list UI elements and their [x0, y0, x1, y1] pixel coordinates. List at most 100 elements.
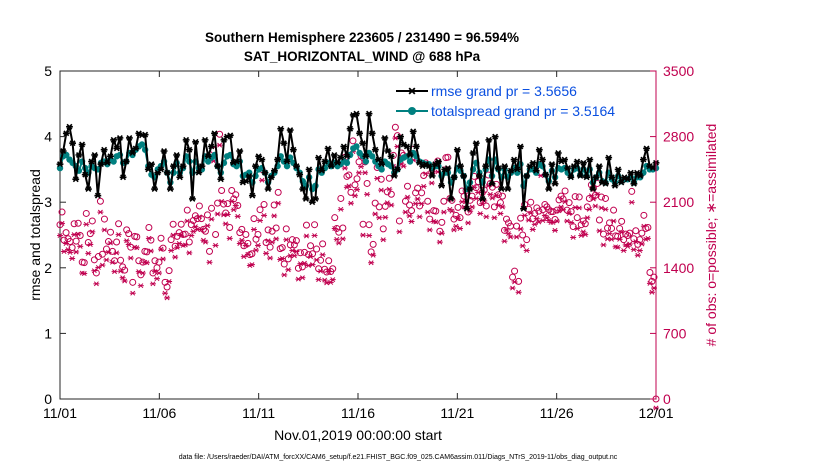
obs-assimilated-marker: [137, 283, 144, 289]
obs-possible-marker: [177, 220, 185, 228]
obs-assimilated-marker: [218, 198, 225, 204]
rmse-marker: [630, 180, 638, 187]
obs-assimilated-marker: [254, 242, 261, 248]
obs-assimilated-marker: [172, 254, 179, 260]
rmse-marker: [636, 172, 644, 179]
obs-possible-marker: [72, 237, 80, 245]
rmse-marker: [375, 156, 382, 163]
obs-assimilated-marker: [109, 259, 116, 265]
rmse-marker: [337, 154, 345, 161]
obs-possible-marker: [88, 217, 96, 225]
obs-assimilated-marker: [646, 280, 653, 286]
obs-assimilated-marker: [372, 211, 379, 217]
obs-possible-marker: [567, 208, 575, 216]
obs-possible-marker: [569, 223, 577, 231]
rmse-marker: [545, 186, 553, 193]
obs-assimilated-marker: [271, 213, 278, 219]
totalspread-marker: [283, 162, 291, 170]
obs-possible-marker: [577, 221, 585, 229]
obs-assimilated-marker: [345, 183, 352, 189]
rmse-marker: [151, 186, 159, 193]
obs-assimilated-marker: [307, 254, 314, 260]
obs-assimilated-marker: [208, 216, 215, 222]
obs-assimilated-marker: [380, 237, 387, 243]
obs-assimilated-marker: [311, 233, 318, 239]
obs-assimilated-marker: [584, 215, 591, 221]
obs-assimilated-marker: [473, 196, 480, 202]
rmse-marker: [617, 179, 625, 186]
obs-assimilated-marker: [562, 199, 569, 205]
obs-assimilated-marker: [438, 230, 445, 236]
obs-assimilated-marker: [402, 209, 409, 215]
obs-possible-marker: [212, 231, 220, 239]
obs-assimilated-marker: [590, 196, 597, 202]
obs-assimilated-marker: [497, 211, 504, 217]
obs-possible-marker: [527, 198, 535, 206]
rmse-marker: [602, 180, 609, 187]
obs-assimilated-marker: [501, 238, 508, 244]
obs-possible-marker: [638, 229, 646, 237]
obs-assimilated-marker: [509, 285, 516, 291]
obs-assimilated-marker: [388, 202, 395, 208]
obs-possible-marker: [343, 172, 351, 180]
obs-assimilated-marker: [469, 204, 476, 210]
obs-assimilated-marker: [103, 257, 110, 263]
obs-assimilated-marker: [230, 207, 237, 213]
rmse-marker: [397, 133, 404, 140]
obs-assimilated-marker: [640, 223, 647, 229]
obs-assimilated-marker: [75, 231, 82, 237]
obs-assimilated-marker: [527, 210, 534, 216]
rmse-marker: [457, 163, 464, 170]
rmse-marker: [425, 163, 433, 170]
obs-possible-marker: [632, 227, 640, 235]
obs-possible-marker: [244, 239, 252, 247]
obs-possible-marker: [498, 192, 506, 200]
obs-assimilated-marker: [67, 249, 74, 255]
obs-possible-marker: [438, 218, 446, 226]
rmse-marker: [66, 123, 73, 130]
obs-assimilated-marker: [99, 262, 106, 268]
rmse-marker: [428, 172, 436, 179]
obs-assimilated-marker: [240, 254, 247, 260]
rmse-marker: [302, 195, 310, 202]
obs-possible-marker: [185, 238, 193, 246]
rmse-marker: [639, 156, 647, 163]
rmse-marker: [542, 171, 550, 178]
obs-possible-marker: [183, 206, 191, 214]
obs-possible-marker: [82, 209, 90, 217]
obs-possible-marker: [395, 217, 403, 225]
rmse-marker: [561, 156, 568, 163]
obs-assimilated-marker: [602, 206, 609, 212]
obs-possible-marker: [274, 188, 282, 196]
rmse-marker: [91, 151, 99, 158]
rmse-marker: [381, 134, 389, 141]
rmse-marker: [346, 125, 354, 132]
obs-assimilated-marker: [259, 177, 266, 183]
obs-assimilated-marker: [465, 220, 472, 226]
obs-possible-marker: [157, 234, 165, 242]
obs-assimilated-marker: [531, 221, 538, 227]
obs-assimilated-marker: [351, 193, 358, 199]
obs-assimilated-marker: [87, 241, 94, 247]
obs-assimilated-marker: [73, 249, 80, 255]
obs-assimilated-marker: [164, 295, 171, 301]
obs-assimilated-marker: [105, 249, 112, 255]
obs-assimilated-marker: [133, 245, 140, 251]
obs-possible-marker: [401, 197, 409, 205]
obs-possible-marker: [403, 182, 411, 190]
obs-possible-marker: [371, 199, 379, 207]
rmse-marker: [327, 163, 335, 170]
obs-assimilated-marker: [366, 233, 373, 239]
legend-rmse-label: rmse grand pr = 3.5656: [431, 83, 577, 99]
chart-title-line2: SAT_HORIZONTAL_WIND @ 688 hPa: [244, 49, 481, 64]
obs-assimilated-marker: [244, 251, 251, 257]
obs-possible-marker: [601, 194, 609, 202]
rmse-marker: [570, 163, 578, 170]
obs-assimilated-marker: [279, 256, 286, 262]
obs-possible-marker: [339, 224, 347, 232]
obs-assimilated-marker: [489, 195, 496, 201]
obs-possible-marker: [595, 216, 603, 224]
obs-possible-marker: [420, 171, 428, 179]
rmse-marker: [236, 148, 244, 155]
obs-assimilated-marker: [374, 175, 381, 181]
